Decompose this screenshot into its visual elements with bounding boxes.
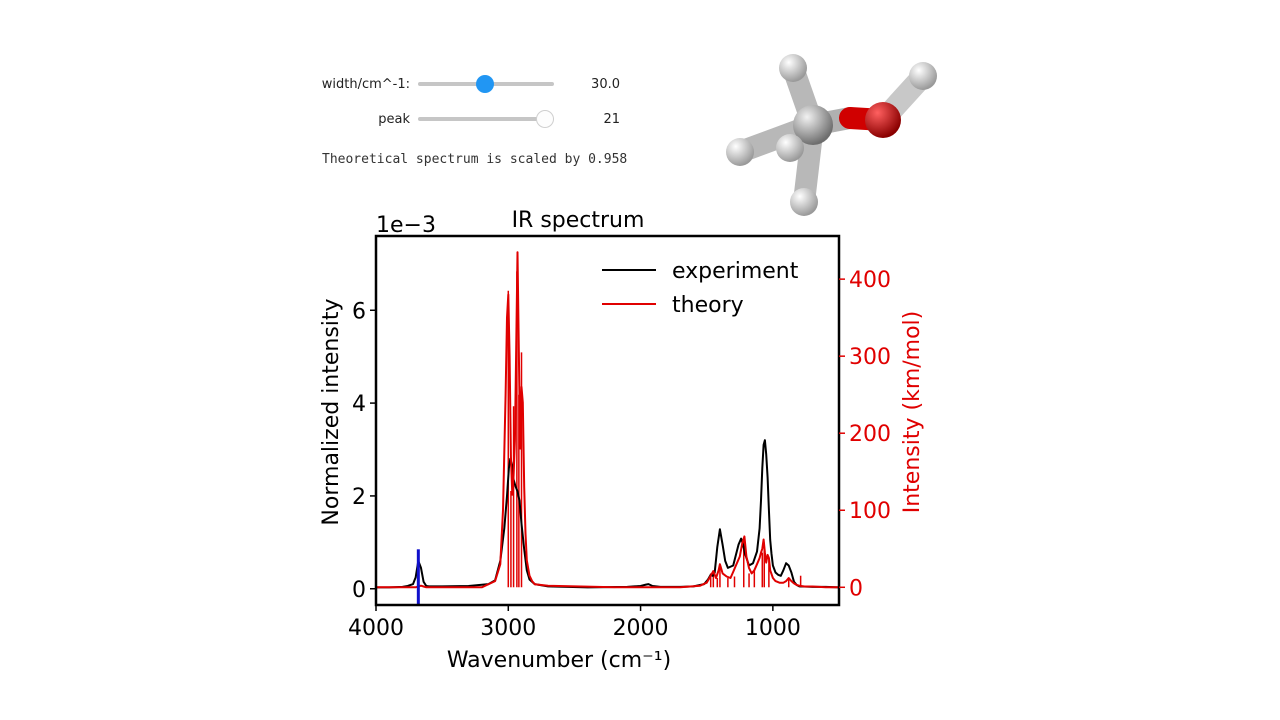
y2-tick-label: 300 <box>849 345 891 370</box>
y2-tick-label: 400 <box>849 268 891 293</box>
width-control: width/cm^-1: 30.0 <box>300 72 640 96</box>
legend-label-theory: theory <box>672 293 744 318</box>
ir-spectrum-chart: 4000 3000 2000 1000 0 2 4 6 0 100 200 300 400 IR spe… <box>319 208 925 673</box>
methanol-molecule-icon[interactable] <box>700 40 960 230</box>
plot-axes: 4000 3000 2000 1000 0 2 4 6 0 100 200 300 400 <box>348 234 891 641</box>
series-line-theory <box>376 251 839 589</box>
y-offset-label: 1e−3 <box>376 213 436 238</box>
y2-tick-label: 0 <box>849 576 863 601</box>
peak-slider-thumb[interactable] <box>536 110 554 128</box>
y-tick-label: 0 <box>352 578 366 603</box>
y-tick-label: 4 <box>352 392 366 417</box>
y-tick-label: 6 <box>352 299 366 324</box>
x-tick-label: 4000 <box>348 616 404 641</box>
peak-control: peak 21 <box>300 107 640 131</box>
y-axis-label: Normalized intensity <box>319 298 344 525</box>
legend-label-experiment: experiment <box>672 259 799 284</box>
y2-tick-label: 100 <box>849 499 891 524</box>
legend: experiment theory <box>602 259 799 318</box>
width-slider-label: width/cm^-1: <box>321 76 410 92</box>
y2-tick-label: 200 <box>849 422 891 447</box>
x-tick-label: 3000 <box>480 616 536 641</box>
x-tick-label: 1000 <box>745 616 801 641</box>
scaling-note: Theoretical spectrum is scaled by 0.958 <box>322 152 628 167</box>
peak-slider-label: peak <box>378 111 410 127</box>
plot-series <box>376 251 839 589</box>
x-tick-label: 2000 <box>613 616 669 641</box>
width-slider-thumb[interactable] <box>476 75 494 93</box>
x-axis-label: Wavenumber (cm⁻¹) <box>447 648 671 673</box>
chart-title: IR spectrum <box>512 208 645 233</box>
plot-frame <box>374 234 841 607</box>
peak-value: 21 <box>603 111 620 127</box>
y-tick-label: 2 <box>352 485 366 510</box>
width-value: 30.0 <box>591 76 620 92</box>
width-slider[interactable] <box>418 75 554 93</box>
y2-axis-label: Intensity (km/mol) <box>900 311 925 514</box>
peak-slider[interactable] <box>418 110 554 128</box>
